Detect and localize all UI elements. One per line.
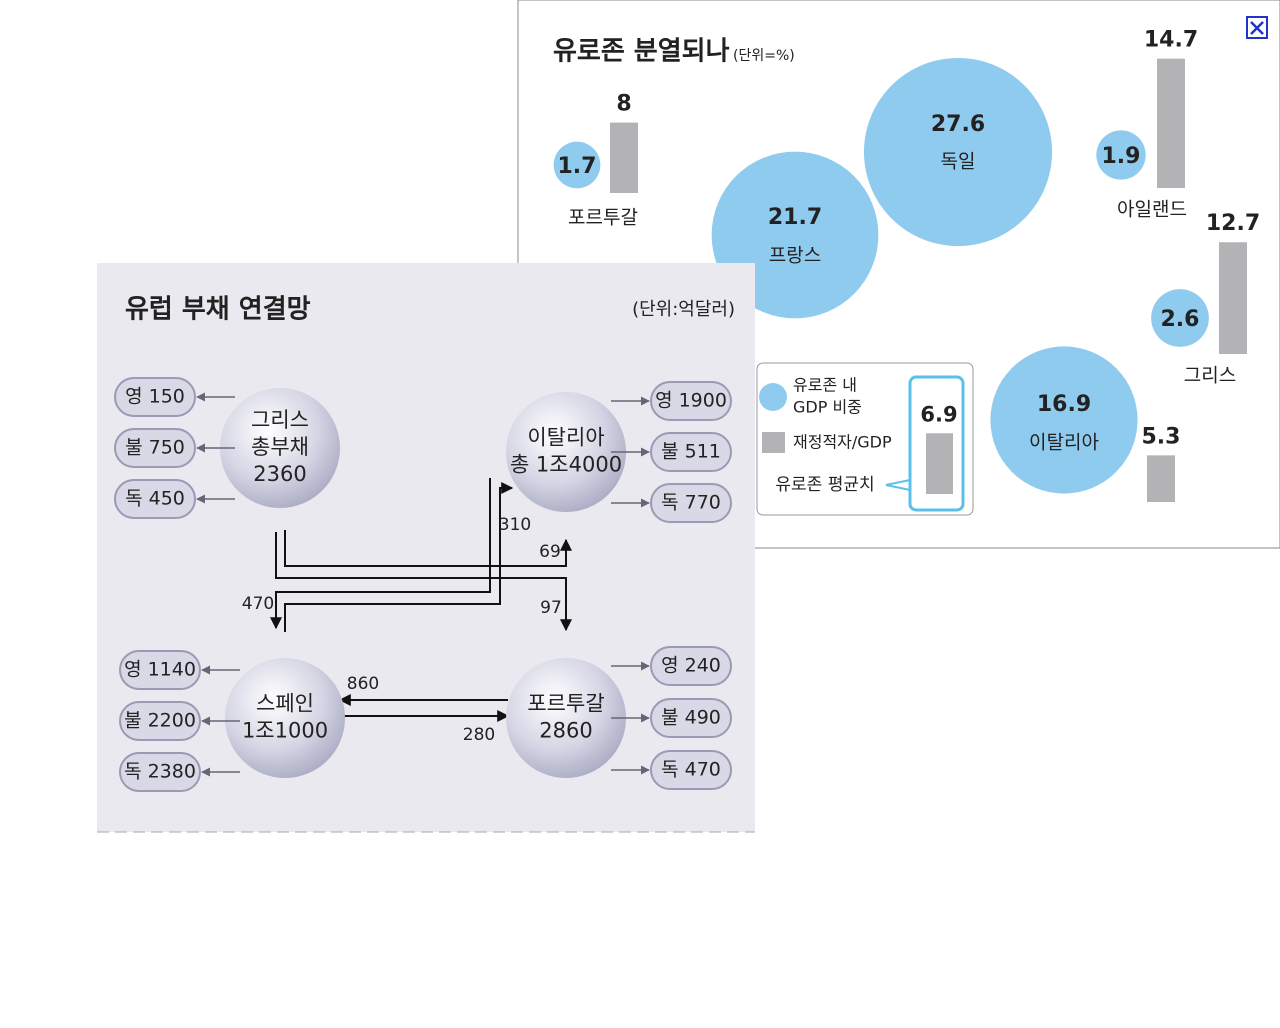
node-sphere (220, 388, 340, 508)
node-label: 1조1000 (242, 719, 328, 743)
gdp-label: 27.6 (931, 112, 985, 137)
creditor-pill (119, 650, 201, 690)
node-label: 총 1조4000 (510, 453, 622, 477)
flow-line (284, 530, 572, 567)
flow-label: 69 (539, 542, 561, 562)
creditor-pill (119, 701, 201, 741)
creditor-label: 불 2200 (124, 710, 196, 732)
node-label: 그리스 (251, 408, 309, 432)
close-icon[interactable] (1250, 21, 1264, 35)
flow-label: 97 (540, 598, 562, 618)
node-sphere (225, 658, 345, 778)
gdp-bubble (1096, 130, 1146, 180)
creditor-label: 영 1900 (655, 390, 727, 412)
legend-bubble (759, 383, 787, 411)
node-label: 2360 (253, 462, 306, 486)
legend-text: 유로존 내 (793, 376, 857, 395)
flow-line (270, 478, 491, 630)
country-name: 포르투갈 (568, 207, 638, 229)
creditor-pill (114, 479, 196, 519)
country-name: 독일 (941, 151, 976, 173)
unit: (단위:억달러) (632, 299, 735, 320)
creditor-label: 독 770 (661, 492, 721, 514)
deficit-bar (1147, 455, 1175, 502)
creditor-pill (114, 428, 196, 468)
gdp-bubble (990, 346, 1138, 494)
country-name: 프랑스 (769, 245, 821, 267)
creditor-label: 영 240 (661, 655, 721, 677)
average-bar (926, 433, 953, 494)
node-label: 포르투갈 (527, 692, 604, 716)
title: 유로존 분열되나 (553, 37, 730, 67)
creditor-label: 불 511 (661, 441, 721, 463)
flow-label: 860 (347, 674, 379, 694)
gdp-bubble (863, 57, 1053, 247)
creditor-label: 불 490 (661, 707, 721, 729)
flow-label: 280 (463, 725, 495, 745)
creditor-label: 불 750 (125, 437, 185, 459)
gdp-label: 1.7 (558, 154, 597, 179)
creditor-pill (650, 483, 732, 523)
legend-text: 재정적자/GDP (793, 433, 892, 452)
gdp-label: 1.9 (1102, 144, 1141, 169)
panel-frame (97, 263, 755, 832)
node-label: 이탈리아 (527, 426, 604, 450)
flow-label: 310 (499, 515, 531, 535)
creditor-pill (650, 750, 732, 790)
unit: (단위=%) (733, 48, 795, 64)
creditor-pill (650, 381, 732, 421)
gdp-bubble (553, 141, 601, 189)
deficit-bar (610, 122, 638, 193)
flow-label: 470 (242, 594, 274, 614)
deficit-label: 8 (616, 92, 631, 117)
gdp-label: 21.7 (768, 205, 822, 230)
country-name: 이탈리아 (1029, 432, 1099, 454)
legend-text: GDP 비중 (793, 398, 862, 417)
creditor-label: 독 2380 (124, 761, 196, 783)
title: 유럽 부채 연결망 (125, 295, 311, 325)
creditor-pill (114, 377, 196, 417)
creditor-pill (119, 752, 201, 792)
deficit-label: 14.7 (1144, 28, 1198, 53)
average-label: 6.9 (920, 402, 957, 426)
callout (885, 479, 911, 491)
legend-text: 유로존 평균치 (775, 475, 874, 495)
creditor-pill (650, 698, 732, 738)
gdp-label: 2.6 (1161, 307, 1200, 332)
deficit-bar (1219, 242, 1247, 354)
creditor-label: 독 450 (125, 488, 185, 510)
gdp-bubble (1151, 289, 1209, 347)
deficit-label: 12.7 (1206, 211, 1260, 236)
flow-line (275, 532, 572, 632)
node-sphere (506, 658, 626, 778)
deficit-bar (1157, 58, 1185, 188)
flow-line (284, 482, 514, 632)
creditor-pill (650, 646, 732, 686)
country-name: 아일랜드 (1117, 199, 1187, 221)
creditor-label: 영 150 (125, 386, 185, 408)
node-sphere (506, 392, 626, 512)
legend-bar (762, 432, 785, 453)
creditor-pill (650, 432, 732, 472)
creditor-label: 영 1140 (124, 659, 196, 681)
country-name: 그리스 (1184, 365, 1236, 387)
deficit-label: 5.3 (1142, 424, 1181, 449)
creditor-label: 독 470 (661, 759, 721, 781)
node-label: 2860 (539, 719, 592, 743)
gdp-label: 16.9 (1037, 392, 1091, 417)
node-label: 스페인 (256, 692, 314, 716)
node-label: 총부채 (251, 435, 309, 459)
